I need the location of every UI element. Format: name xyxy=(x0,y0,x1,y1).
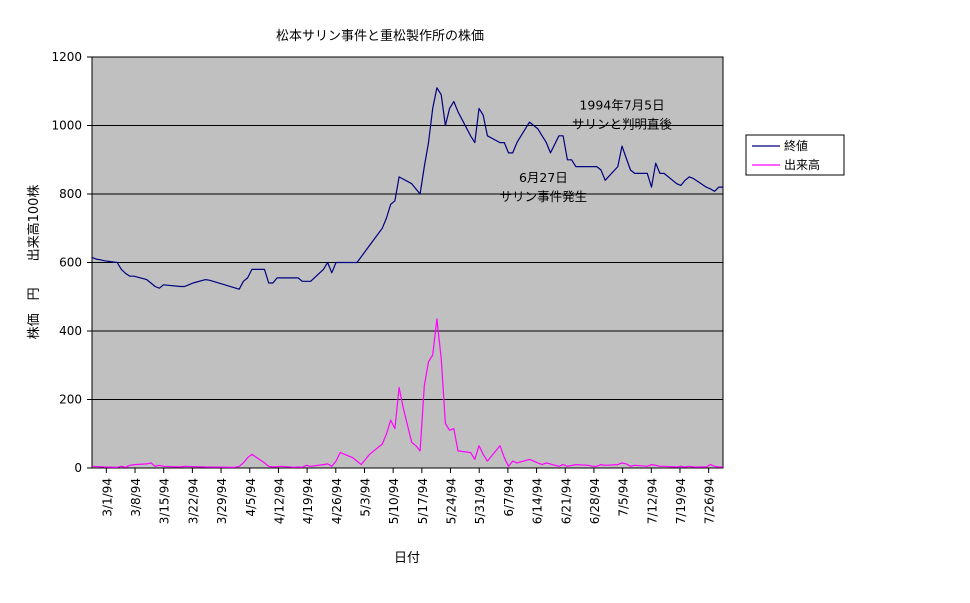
x-tick-label: 4/12/94 xyxy=(272,478,286,524)
y-tick-label: 400 xyxy=(59,324,82,338)
x-tick-label: 4/5/94 xyxy=(244,478,258,517)
annotation-text: サリンと判明直後 xyxy=(572,117,673,132)
x-tick-label: 6/7/94 xyxy=(502,478,516,517)
y-tick-label: 600 xyxy=(59,256,82,270)
x-axis-ticks: 3/1/94 3/8/94 3/15/94 3/22/94 3/29/94 4/5/94 4… xyxy=(100,468,717,524)
x-tick-label: 3/22/94 xyxy=(186,478,200,524)
x-tick-label: 7/19/94 xyxy=(674,478,688,524)
x-tick-label: 4/19/94 xyxy=(301,478,315,524)
x-tick-label: 6/21/94 xyxy=(559,478,573,524)
x-tick-label: 7/26/94 xyxy=(703,478,717,524)
x-tick-label: 7/5/94 xyxy=(617,478,631,517)
y-axis-label: 株価 円 出来高100株 xyxy=(26,185,42,340)
x-tick-label: 3/29/94 xyxy=(215,478,229,524)
y-axis-ticks: 0 200 400 600 800 1000 1200 xyxy=(51,50,92,475)
x-tick-label: 6/28/94 xyxy=(588,478,602,524)
annotation-text: 6月27日 xyxy=(519,170,568,185)
series-line-1 xyxy=(91,87,723,290)
legend-label-series-1: 終値 xyxy=(784,138,808,153)
gridlines xyxy=(92,125,723,400)
y-tick-label: 800 xyxy=(59,187,82,201)
y-tick-label: 1000 xyxy=(51,119,82,133)
x-tick-label: 5/10/94 xyxy=(387,478,401,524)
x-tick-label: 3/15/94 xyxy=(158,478,172,524)
annotation-text: 1994年7月5日 xyxy=(579,98,664,113)
y-tick-label: 1200 xyxy=(51,50,82,64)
x-tick-label: 5/31/94 xyxy=(473,478,487,524)
x-tick-label: 6/14/94 xyxy=(531,478,545,524)
y-tick-label: 200 xyxy=(59,393,82,407)
series-line-2 xyxy=(91,318,723,468)
legend-box xyxy=(745,134,845,176)
x-tick-label: 3/8/94 xyxy=(129,478,143,517)
x-tick-label: 5/17/94 xyxy=(416,478,430,524)
annotation-text: サリン事件発生 xyxy=(500,189,588,204)
series-lines xyxy=(91,87,723,468)
x-tick-label: 5/3/94 xyxy=(358,478,372,517)
x-tick-label: 7/12/94 xyxy=(645,478,659,524)
chart-title: 松本サリン事件と重松製作所の株価 xyxy=(276,28,484,44)
y-tick-label: 0 xyxy=(74,461,82,475)
x-axis-label: 日付 xyxy=(394,551,420,566)
x-tick-label: 4/26/94 xyxy=(330,478,344,524)
legend-label-series-2: 出来高 xyxy=(784,157,820,172)
legend: 終値 出来高 xyxy=(745,134,845,176)
x-tick-label: 3/1/94 xyxy=(100,478,114,517)
x-tick-label: 5/24/94 xyxy=(445,478,459,524)
